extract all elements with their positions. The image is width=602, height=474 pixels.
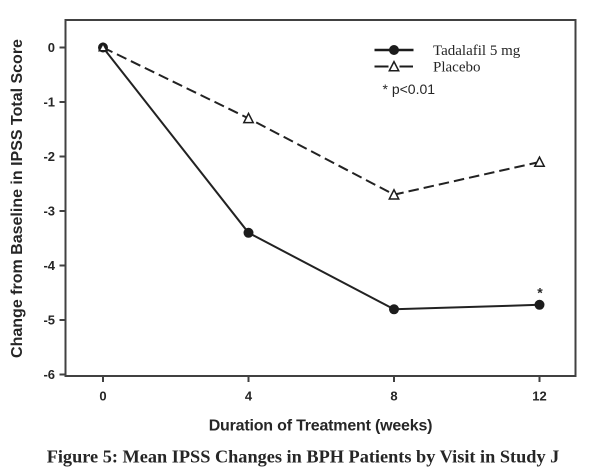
svg-text:* p<0.01: * p<0.01 [383, 81, 436, 97]
svg-text:-3: -3 [43, 204, 55, 219]
svg-text:0: 0 [48, 40, 55, 55]
svg-text:0: 0 [99, 389, 106, 404]
svg-text:Figure 5: Mean IPSS Changes in: Figure 5: Mean IPSS Changes in BPH Patie… [47, 447, 560, 467]
svg-text:*: * [537, 285, 543, 301]
svg-text:-2: -2 [43, 149, 55, 164]
svg-text:-5: -5 [43, 313, 55, 328]
svg-text:Change from Baseline in IPSS T: Change from Baseline in IPSS Total Score [9, 39, 26, 358]
svg-text:Placebo: Placebo [433, 59, 480, 75]
svg-text:Duration of Treatment (weeks): Duration of Treatment (weeks) [209, 418, 433, 435]
svg-text:8: 8 [390, 389, 397, 404]
svg-text:4: 4 [245, 389, 253, 404]
svg-text:Tadalafil 5 mg: Tadalafil 5 mg [433, 43, 521, 59]
svg-text:-1: -1 [43, 95, 55, 110]
svg-text:-6: -6 [43, 367, 55, 382]
svg-text:-4: -4 [43, 258, 55, 273]
svg-text:12: 12 [532, 389, 546, 404]
